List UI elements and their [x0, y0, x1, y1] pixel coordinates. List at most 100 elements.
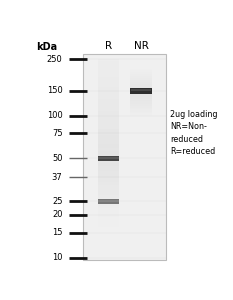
- Bar: [98, 200, 119, 202]
- Bar: [98, 157, 119, 159]
- Bar: [98, 125, 120, 126]
- Bar: [98, 185, 120, 186]
- Bar: [98, 206, 120, 207]
- Bar: [98, 99, 120, 100]
- Bar: [98, 135, 120, 136]
- Bar: [98, 149, 120, 150]
- Bar: [98, 204, 120, 205]
- Bar: [98, 174, 120, 175]
- Bar: [98, 176, 120, 177]
- Text: 250: 250: [47, 55, 62, 64]
- Bar: [98, 137, 120, 138]
- Bar: [98, 188, 120, 189]
- Bar: [98, 90, 120, 91]
- Bar: [98, 78, 120, 79]
- Bar: [98, 190, 120, 191]
- Bar: [98, 151, 120, 152]
- Bar: [98, 144, 120, 145]
- Bar: [98, 169, 120, 170]
- Bar: [98, 213, 120, 214]
- Bar: [98, 184, 120, 185]
- Bar: [98, 112, 120, 113]
- Bar: [98, 85, 120, 86]
- Bar: [98, 181, 120, 182]
- Bar: [98, 226, 120, 227]
- Bar: [98, 160, 120, 161]
- Bar: [98, 95, 120, 96]
- Bar: [98, 77, 120, 78]
- Bar: [98, 150, 120, 151]
- Bar: [98, 178, 120, 179]
- Bar: [98, 88, 120, 89]
- Bar: [98, 153, 120, 154]
- Bar: [98, 92, 120, 93]
- Bar: [98, 154, 120, 155]
- Bar: [98, 185, 120, 186]
- Bar: [98, 196, 120, 197]
- Bar: [98, 113, 120, 114]
- Bar: [98, 173, 120, 174]
- Bar: [98, 123, 120, 124]
- Bar: [98, 199, 120, 200]
- Bar: [98, 191, 120, 192]
- Bar: [98, 199, 120, 203]
- Bar: [98, 177, 120, 178]
- Text: 10: 10: [52, 253, 62, 262]
- Bar: [98, 71, 120, 72]
- Bar: [98, 67, 120, 68]
- Bar: [98, 170, 120, 171]
- Bar: [98, 140, 120, 141]
- Bar: [98, 69, 120, 70]
- Bar: [98, 162, 120, 163]
- Bar: [98, 144, 120, 145]
- Bar: [98, 183, 120, 184]
- Bar: [98, 205, 120, 206]
- Bar: [98, 160, 120, 161]
- Bar: [98, 169, 120, 170]
- Bar: [98, 157, 120, 158]
- Bar: [98, 111, 120, 112]
- Bar: [98, 80, 120, 81]
- Text: 50: 50: [52, 154, 62, 163]
- Bar: [98, 207, 120, 208]
- Bar: [98, 141, 120, 142]
- Bar: [98, 93, 120, 94]
- Bar: [98, 62, 120, 63]
- Bar: [98, 65, 120, 66]
- Text: kDa: kDa: [36, 42, 57, 52]
- Bar: [98, 139, 120, 140]
- Bar: [98, 158, 120, 159]
- Bar: [98, 100, 120, 101]
- Bar: [98, 155, 120, 156]
- Bar: [98, 131, 120, 132]
- Bar: [98, 194, 120, 195]
- Bar: [98, 189, 120, 190]
- Bar: [98, 117, 120, 118]
- Bar: [98, 134, 120, 135]
- Bar: [98, 166, 120, 167]
- Text: 15: 15: [52, 228, 62, 237]
- Bar: [98, 97, 120, 98]
- Bar: [98, 152, 120, 153]
- Bar: [98, 159, 120, 160]
- Bar: [98, 142, 120, 143]
- Bar: [98, 83, 120, 84]
- Bar: [98, 168, 120, 169]
- Bar: [98, 172, 120, 173]
- Bar: [98, 203, 120, 204]
- Bar: [98, 142, 120, 143]
- Bar: [98, 127, 120, 128]
- Bar: [98, 202, 120, 203]
- Bar: [98, 172, 120, 173]
- Bar: [98, 200, 120, 201]
- Bar: [98, 135, 120, 136]
- Bar: [98, 156, 120, 161]
- Bar: [98, 159, 120, 160]
- Bar: [98, 168, 120, 169]
- Bar: [98, 81, 120, 82]
- Bar: [98, 75, 120, 76]
- Text: 25: 25: [52, 197, 62, 206]
- Bar: [98, 129, 120, 130]
- Bar: [98, 205, 120, 206]
- Bar: [98, 153, 120, 154]
